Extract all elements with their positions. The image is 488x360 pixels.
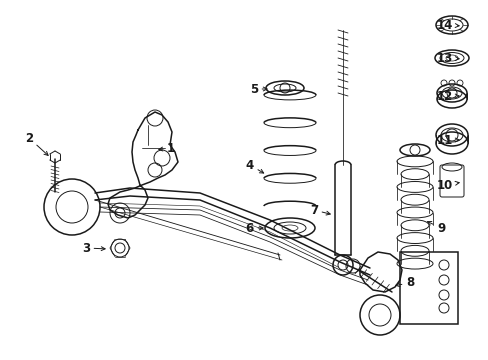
Text: 6: 6 <box>245 221 263 234</box>
Bar <box>399 252 457 324</box>
Text: 4: 4 <box>245 158 263 173</box>
Text: 14: 14 <box>436 18 458 32</box>
Text: 7: 7 <box>309 203 329 216</box>
Text: 9: 9 <box>427 221 445 234</box>
Text: 5: 5 <box>249 82 266 95</box>
Text: 12: 12 <box>436 90 458 103</box>
Text: 1: 1 <box>159 141 175 154</box>
Text: 3: 3 <box>81 242 105 255</box>
Text: 13: 13 <box>436 51 458 64</box>
Text: 10: 10 <box>436 179 458 192</box>
Text: 8: 8 <box>395 276 413 289</box>
Text: 2: 2 <box>25 131 48 156</box>
Text: 11: 11 <box>436 134 458 147</box>
